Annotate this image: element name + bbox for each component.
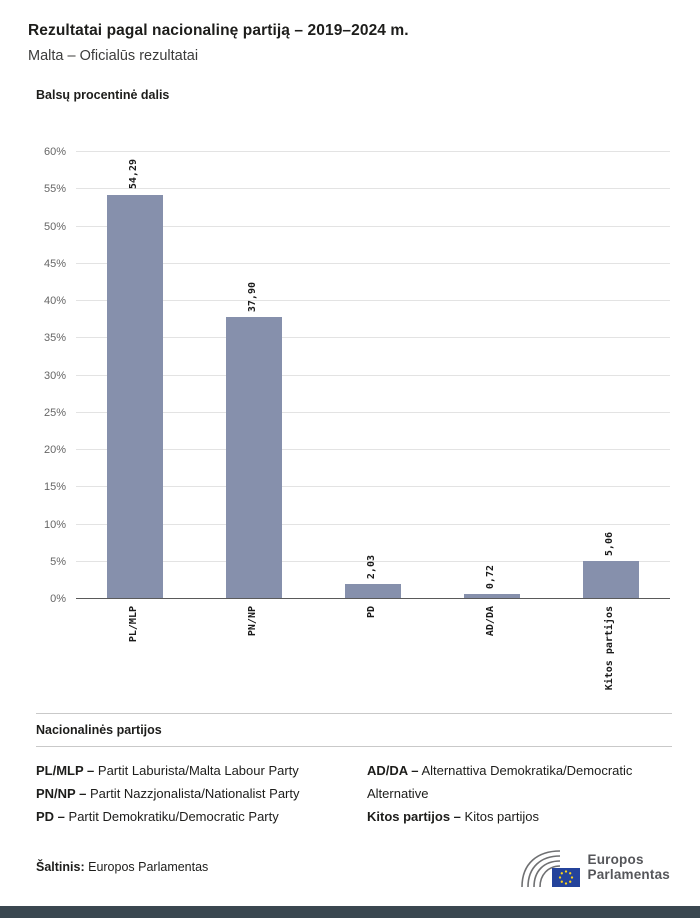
legend-definition: Partit Laburista/Malta Labour Party <box>97 763 299 778</box>
x-tick-label-pd: PD <box>366 606 377 619</box>
y-tick-label-40pct: 40% <box>43 295 66 308</box>
x-tick-label-pn-np: PN/NP <box>247 606 259 637</box>
gridline <box>76 374 670 376</box>
legend-column-right: AD/DA – Alternattiva Demokratika/Democra… <box>367 759 672 828</box>
legend-column-left: PL/MLP – Partit Laburista/Malta Labour P… <box>36 759 341 828</box>
legend-term: Kitos partijos – <box>367 809 461 825</box>
source-label: Šaltinis: <box>36 860 85 875</box>
value-label-kitos-partijos: 5,06 <box>603 532 615 557</box>
y-tick-label-35pct: 35% <box>43 332 66 345</box>
plot-area: 0% 5% 10% 15% 20% 25% 30% 35% 40% 45% 50% 55% 60% 54,… <box>44 146 670 605</box>
y-tick-label-30pct: 30% <box>43 369 66 382</box>
value-label-pl-mlp: 54,29 <box>128 159 140 190</box>
value-label-ad-da: 0,72 <box>484 564 496 589</box>
bar-pl-mlp <box>107 194 164 599</box>
y-tick-label-0pct: 0% <box>50 593 66 605</box>
legend-grid: PL/MLP – Partit Laburista/Malta Labour P… <box>36 759 672 828</box>
ep-hemicycle-flag-icon <box>520 850 580 888</box>
legend-definition: Kitos partijos <box>464 809 539 825</box>
chart-title: Balsų procentinė dalis <box>36 88 170 102</box>
european-parliament-logo: Europos Parlamentas <box>515 846 671 888</box>
y-tick-label-25pct: 25% <box>43 406 66 419</box>
y-tick-label-45pct: 45% <box>43 257 66 270</box>
gridline <box>76 523 670 525</box>
legend-item: Kitos partijos – Kitos partijos <box>367 805 672 828</box>
gridline <box>76 411 670 413</box>
legend-term: AD/DA – <box>367 763 419 778</box>
legend-definition: Alternattiva Demokratika/Democratic Alte… <box>367 763 633 802</box>
gridline <box>76 188 670 190</box>
gridline <box>76 300 670 302</box>
legend-term: PD – <box>36 809 65 825</box>
bar-kitos-partijos <box>582 561 639 599</box>
x-tick-label-ad-da: AD/DA <box>484 606 496 637</box>
gridline <box>76 449 670 451</box>
bar-ad-da <box>463 593 520 599</box>
gridline <box>76 337 670 339</box>
page-title: Rezultatai pagal nacionalinę partiją – 2… <box>28 22 409 39</box>
legend-item: AD/DA – Alternattiva Demokratika/Democra… <box>367 759 672 805</box>
page-subtitle: Malta – Oficialūs rezultatai <box>28 48 199 64</box>
legend-item: PL/MLP – Partit Laburista/Malta Labour P… <box>36 759 341 782</box>
y-tick-label-50pct: 50% <box>43 220 66 233</box>
footer-strip <box>0 906 700 918</box>
y-tick-label-10pct: 10% <box>43 518 66 531</box>
x-axis-line <box>76 598 670 599</box>
legend-term: PL/MLP – <box>36 763 95 778</box>
legend-item: PD – Partit Demokratiku/Democratic Party <box>36 805 341 828</box>
legend-top-rule <box>36 713 672 714</box>
source-text: Šaltinis: Europos Parlamentas <box>36 860 208 874</box>
legend-definition: Partit Nazzjonalista/Nationalist Party <box>89 786 300 802</box>
y-tick-label-15pct: 15% <box>43 481 66 494</box>
y-tick-label-20pct: 20% <box>43 444 66 457</box>
value-label-pd: 2,03 <box>366 554 377 579</box>
source-row: Šaltinis: Europos Parlamentas <box>36 846 672 888</box>
bar-pd <box>345 583 401 599</box>
source-value: Europos Parlamentas <box>88 860 209 875</box>
gridline <box>76 262 670 264</box>
bar-pn-np <box>226 316 283 599</box>
gridline <box>76 486 670 488</box>
gridline <box>76 225 670 227</box>
y-tick-label-55pct: 55% <box>43 183 66 196</box>
gridline <box>76 151 670 152</box>
legend-definition: Partit Demokratiku/Democratic Party <box>68 809 279 825</box>
legend-term: PN/NP – <box>36 786 87 802</box>
value-label-pn-np: 37,90 <box>247 281 259 312</box>
ep-logo-line2: Parlamentas <box>587 867 670 883</box>
page: Rezultatai pagal nacionalinę partiją – 2… <box>28 22 672 888</box>
legend-section: Nacionalinės partijos PL/MLP – Partit La… <box>36 713 672 828</box>
chart-section: Balsų procentinė dalis 0% 5% 10% 15% 20% 25% 3… <box>28 88 672 711</box>
x-tick-label-kitos-partijos: Kitos partijos <box>603 606 615 691</box>
y-tick-label-60pct: 60% <box>43 146 66 158</box>
y-tick-label-5pct: 5% <box>50 555 66 568</box>
ep-logo-line1: Europos <box>587 851 644 867</box>
legend-heading: Nacionalinės partijos <box>36 723 162 737</box>
gridline <box>76 560 670 562</box>
legend-item: PN/NP – Partit Nazzjonalista/Nationalist… <box>36 782 341 805</box>
legend-bottom-rule <box>36 746 672 747</box>
x-tick-label-pl-mlp: PL/MLP <box>128 606 140 643</box>
ep-logo-wordmark: Europos Parlamentas <box>588 852 671 883</box>
x-axis: PL/MLP PN/NP PD AD/DA Kitos partijos <box>76 599 670 711</box>
